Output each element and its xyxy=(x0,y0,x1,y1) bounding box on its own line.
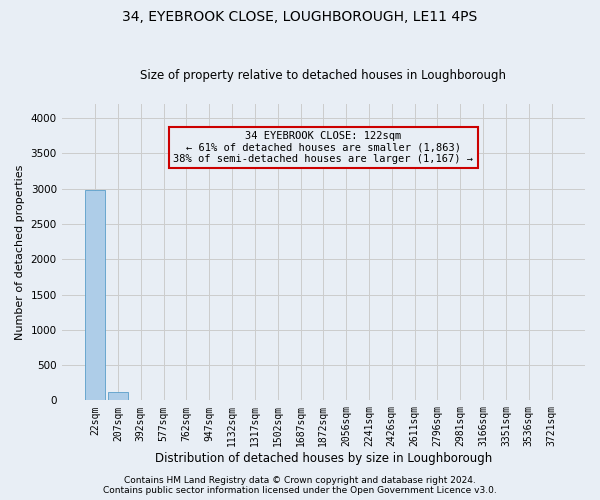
Title: Size of property relative to detached houses in Loughborough: Size of property relative to detached ho… xyxy=(140,69,506,82)
Text: 34, EYEBROOK CLOSE, LOUGHBOROUGH, LE11 4PS: 34, EYEBROOK CLOSE, LOUGHBOROUGH, LE11 4… xyxy=(122,10,478,24)
Bar xyxy=(108,392,128,400)
X-axis label: Distribution of detached houses by size in Loughborough: Distribution of detached houses by size … xyxy=(155,452,492,465)
Bar xyxy=(85,190,105,400)
Text: Contains HM Land Registry data © Crown copyright and database right 2024.
Contai: Contains HM Land Registry data © Crown c… xyxy=(103,476,497,495)
Y-axis label: Number of detached properties: Number of detached properties xyxy=(15,164,25,340)
Text: 34 EYEBROOK CLOSE: 122sqm
← 61% of detached houses are smaller (1,863)
38% of se: 34 EYEBROOK CLOSE: 122sqm ← 61% of detac… xyxy=(173,131,473,164)
